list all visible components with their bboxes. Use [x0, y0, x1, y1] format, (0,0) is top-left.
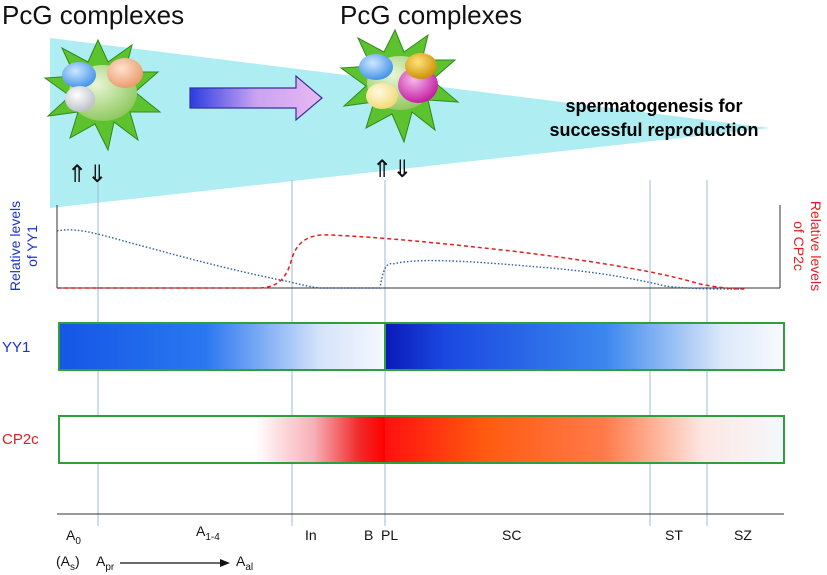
svg-text:of YY1: of YY1: [24, 225, 40, 267]
yy1-level-curve: [56, 229, 741, 290]
pcg-complex-right-icon: [339, 28, 460, 144]
cp2c-axis-label: Relative levels of CP2c: [791, 201, 824, 291]
title-left: PcG complexes: [2, 0, 184, 30]
stage-in: In: [305, 527, 317, 543]
banner-line2: successful reproduction: [549, 120, 758, 140]
stage-pl: PL: [381, 527, 398, 543]
pcg-complex-left-icon: [43, 38, 162, 152]
cp2c-level-curve: [57, 234, 746, 290]
stage-aal: Aal: [236, 553, 253, 573]
yy1-row-label: YY1: [2, 339, 30, 356]
yy1-expression-bar: [58, 322, 785, 371]
stage-sz: SZ: [734, 527, 752, 543]
up-down-arrows-right-icon: ⇑⇓: [372, 156, 412, 183]
stage-apr: Apr: [96, 553, 115, 573]
level-plot-axes: [56, 205, 781, 289]
stage-b: B: [364, 527, 373, 543]
stage-as: (As): [56, 553, 80, 573]
cp2c-row-label: CP2c: [2, 431, 39, 448]
transition-arrow-icon: [189, 74, 323, 122]
stage-a0: A0: [66, 527, 81, 547]
cp2c-expression-bar: [58, 415, 785, 464]
svg-text:Relative levels: Relative levels: [7, 201, 23, 291]
title-right: PcG complexes: [340, 0, 522, 30]
spermatogenesis-banner: [50, 38, 770, 208]
svg-text:of CP2c: of CP2c: [791, 221, 807, 271]
apr-to-aal-arrow-icon: [120, 559, 230, 567]
up-down-arrows-left-icon: ⇑⇓: [67, 161, 107, 188]
yy1-axis-label: Relative levels of YY1: [7, 201, 40, 291]
banner-line1: spermatogenesis for: [565, 96, 742, 116]
stage-a1-4: A1-4: [196, 523, 220, 543]
stage-st: ST: [665, 527, 683, 543]
svg-text:Relative levels: Relative levels: [808, 201, 824, 291]
stage-sc: SC: [502, 527, 521, 543]
